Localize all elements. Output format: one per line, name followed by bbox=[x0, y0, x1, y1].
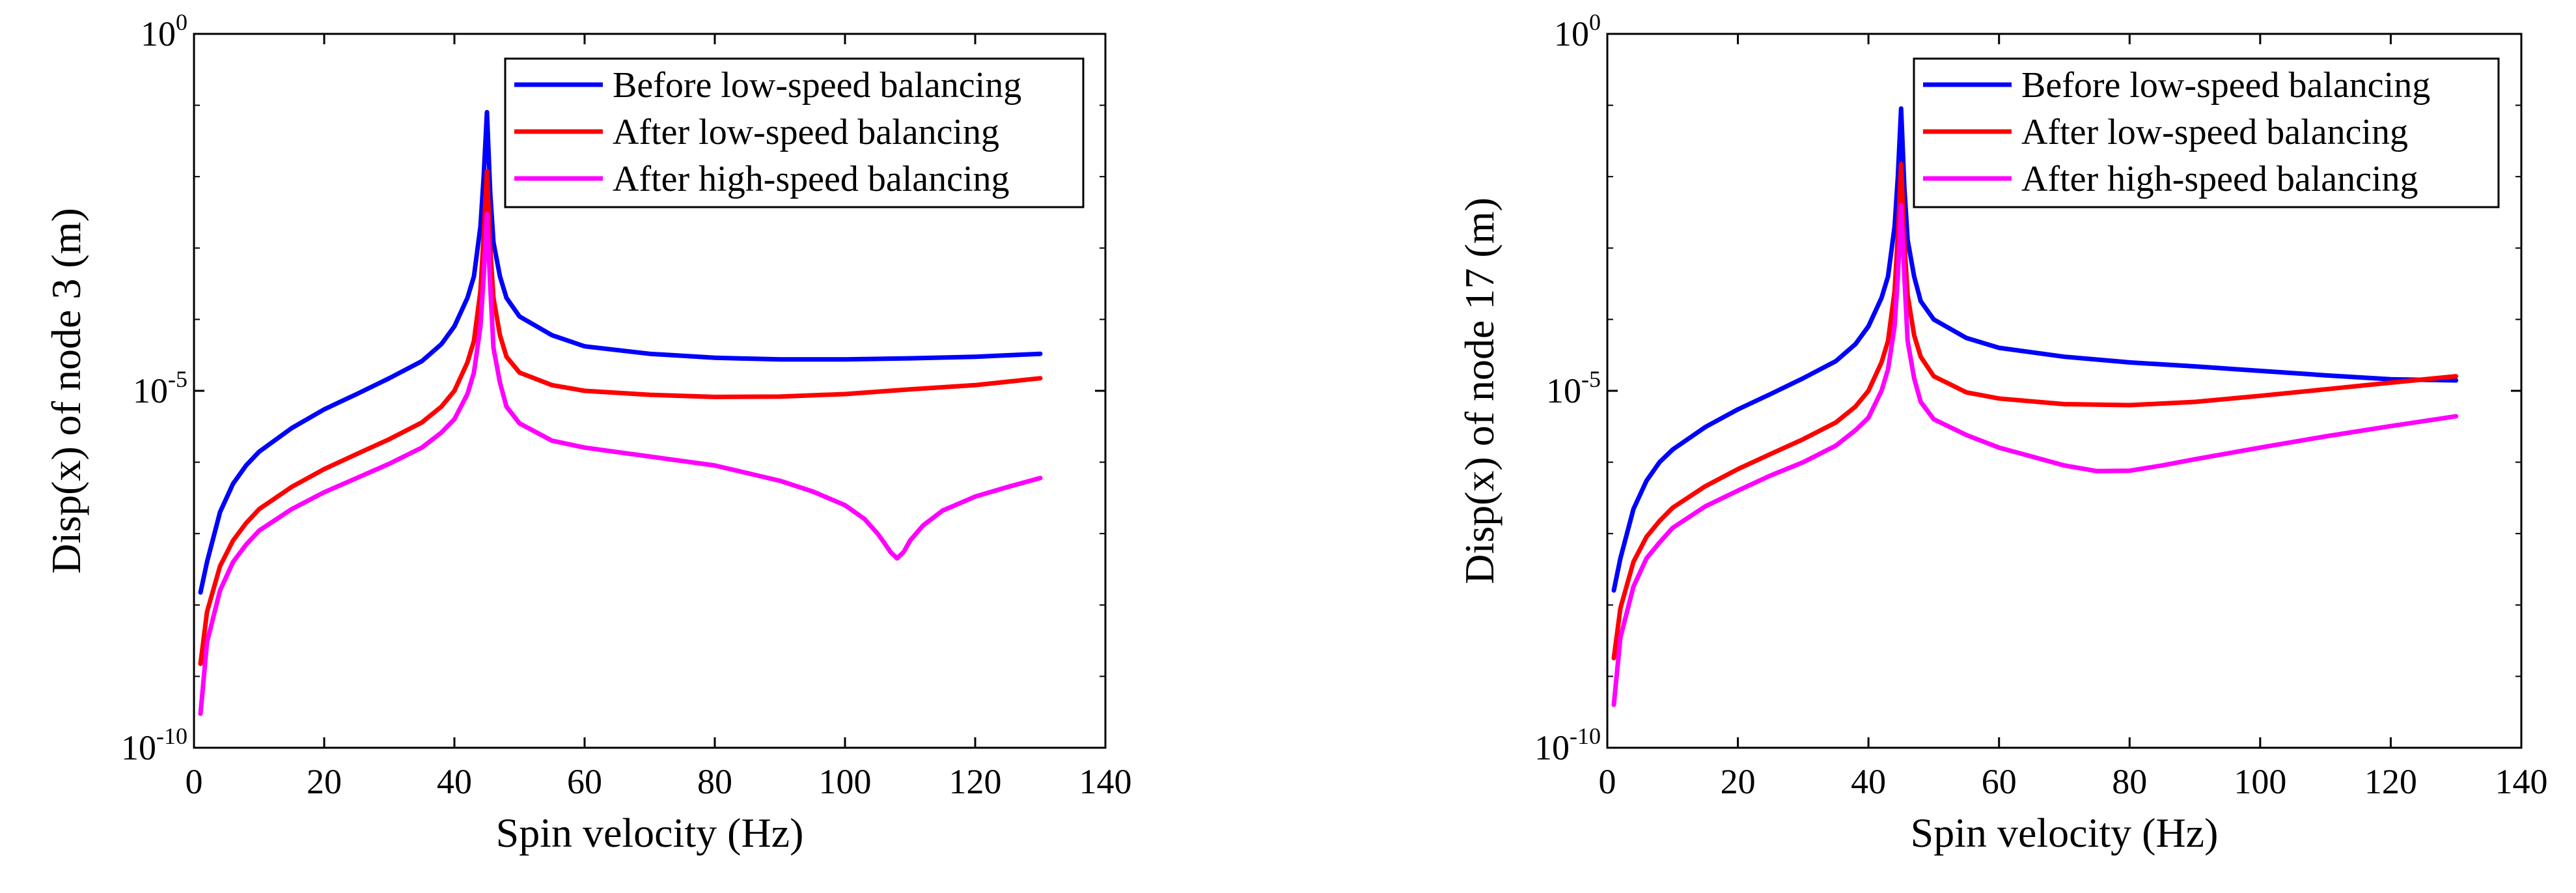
legend-label-2: After low-speed balancing bbox=[2021, 112, 2408, 152]
x-tick-label: 80 bbox=[697, 762, 732, 801]
x-axis-title: Spin velocity (Hz) bbox=[1911, 810, 2219, 856]
x-tick-label: 0 bbox=[1599, 762, 1616, 801]
legend-label-1: Before low-speed balancing bbox=[613, 65, 1021, 106]
y-tick-label: 10-5 bbox=[133, 366, 187, 410]
y-tick-label: 10-10 bbox=[1534, 723, 1601, 767]
y-tick-label: 10-10 bbox=[121, 723, 187, 767]
x-tick-label: 20 bbox=[1721, 762, 1756, 801]
legend: Before low-speed balancing After low-spee… bbox=[1913, 57, 2500, 208]
y-axis-title: Disp(x) of node 17 (m) bbox=[1456, 197, 1503, 584]
chart-panel-2: 0 20 40 60 80 100 120 140 10-10 10-5 100 Spin veloc… bbox=[1456, 9, 2548, 856]
y-tick-label: 100 bbox=[141, 9, 187, 53]
x-axis-title: Spin velocity (Hz) bbox=[496, 810, 804, 856]
legend-label-3: After high-speed balancing bbox=[613, 159, 1010, 199]
x-tick-label: 120 bbox=[949, 762, 1002, 801]
chart-panel-1: 0 20 40 60 80 100 120 140 10-10 10-5 100 Spin veloc… bbox=[43, 9, 1132, 856]
x-tick-label: 100 bbox=[2234, 762, 2286, 801]
y-tick-label: 100 bbox=[1554, 9, 1601, 53]
legend-label-3: After high-speed balancing bbox=[2021, 159, 2418, 199]
x-tick-label: 140 bbox=[2495, 762, 2548, 801]
y-tick-label: 10-5 bbox=[1546, 366, 1601, 410]
series-line-2 bbox=[1611, 162, 2459, 660]
x-tick-label: 100 bbox=[819, 762, 872, 801]
x-tick-label: 0 bbox=[186, 762, 203, 801]
series-line-1 bbox=[198, 109, 1043, 595]
x-tick-label: 120 bbox=[2364, 762, 2417, 801]
series-line-2 bbox=[198, 169, 1043, 666]
x-tick-label: 60 bbox=[1982, 762, 2017, 801]
x-tick-label: 80 bbox=[2112, 762, 2147, 801]
series-line-3 bbox=[198, 212, 1043, 716]
x-tick-label: 40 bbox=[437, 762, 472, 801]
x-tick-label: 60 bbox=[567, 762, 602, 801]
x-tick-label: 20 bbox=[307, 762, 342, 801]
legend-label-1: Before low-speed balancing bbox=[2021, 65, 2430, 106]
x-tick-label: 40 bbox=[1851, 762, 1886, 801]
y-axis-title: Disp(x) of node 3 (m) bbox=[43, 208, 89, 574]
legend: Before low-speed balancing After low-spee… bbox=[504, 57, 1085, 208]
legend-label-2: After low-speed balancing bbox=[613, 112, 999, 152]
x-tick-label: 140 bbox=[1079, 762, 1132, 801]
series-line-3 bbox=[1611, 203, 2459, 707]
series-line-1 bbox=[1611, 106, 2459, 593]
